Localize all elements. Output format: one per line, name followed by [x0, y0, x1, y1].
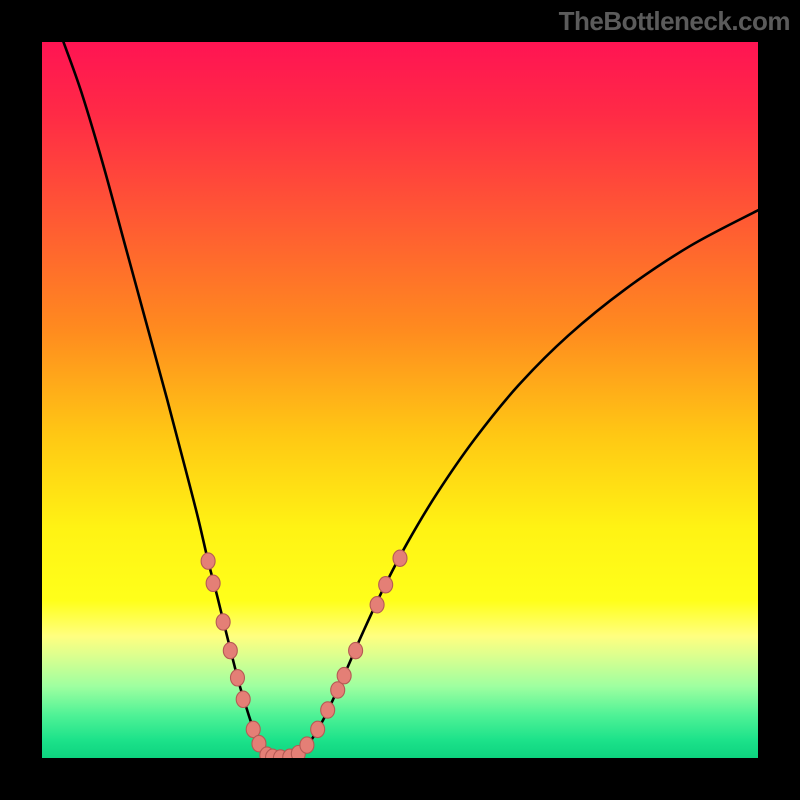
marker-dot: [223, 642, 237, 658]
watermark-text: TheBottleneck.com: [559, 6, 790, 37]
marker-dot: [236, 691, 250, 707]
chart-container: TheBottleneck.com: [0, 0, 800, 800]
marker-dot: [393, 550, 407, 566]
marker-dot: [230, 670, 244, 686]
marker-dot: [300, 737, 314, 753]
marker-dot: [201, 553, 215, 569]
marker-dot: [216, 614, 230, 630]
marker-dot: [311, 721, 325, 737]
plot-background: [42, 42, 758, 758]
marker-dot: [321, 702, 335, 718]
marker-dot: [206, 575, 220, 591]
chart-svg: [0, 0, 800, 800]
marker-dot: [337, 667, 351, 683]
marker-dot: [349, 642, 363, 658]
marker-dot: [379, 577, 393, 593]
marker-dot: [370, 597, 384, 613]
